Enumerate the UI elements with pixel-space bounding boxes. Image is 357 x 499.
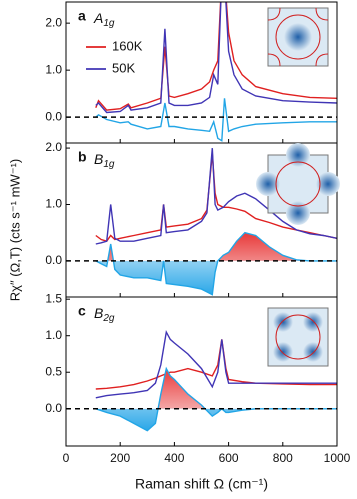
panel-title-main: B (94, 151, 103, 167)
panel-title: A1g (93, 10, 115, 29)
x-tick-label: 800 (273, 451, 293, 465)
panel-title-main: B (94, 305, 103, 321)
series-line (95, 148, 337, 245)
panel-title: B1g (94, 151, 115, 170)
series-line (95, 231, 337, 296)
legend-label: 50K (112, 60, 135, 75)
y-tick-label: 1.0 (45, 197, 62, 211)
y-tick-label: 1.0 (45, 62, 62, 76)
plot-area (95, 148, 337, 296)
y-tick-label: 0.0 (45, 253, 62, 267)
inset-b (256, 143, 340, 225)
legend-label: 160K (112, 38, 143, 53)
y-tick-label: 2.0 (45, 15, 62, 29)
x-tick-label: 1000 (324, 451, 351, 465)
y-axis-label: Rχ″ (Ω,T) (cts s⁻¹ mW⁻¹) (7, 159, 22, 301)
inset-c (267, 307, 329, 367)
x-tick-label: 200 (110, 451, 130, 465)
y-tick-label: 0.5 (45, 364, 62, 378)
area-fill-negative (95, 260, 337, 295)
panel-label: c (78, 303, 86, 319)
series-line (95, 2, 337, 114)
area-fill-negative (95, 408, 337, 431)
panel-title-sub: 2g (102, 313, 115, 324)
y-tick-label: 0.0 (45, 109, 62, 123)
panel-title-sub: 1g (103, 159, 115, 170)
panel-label: a (78, 8, 86, 24)
panel-title-sub: 1g (103, 18, 115, 29)
y-tick-label: 1.5 (45, 291, 62, 305)
x-axis-label: Raman shift Ω (cm⁻¹) (135, 476, 268, 492)
y-tick-label: 0.0 (45, 401, 62, 415)
panel-title-main: A (93, 10, 103, 26)
panel-label: b (78, 149, 87, 165)
area-fill-positive (95, 232, 337, 261)
plot-area (95, 2, 337, 142)
inset-a (267, 7, 329, 67)
y-tick-label: 2.0 (45, 140, 62, 154)
series-line (95, 2, 337, 111)
series-line (95, 329, 337, 399)
series-line (95, 98, 337, 142)
x-tick-label: 600 (219, 451, 239, 465)
plot-frame (65, 296, 338, 447)
panel-title: B2g (94, 305, 115, 324)
series-line (95, 339, 337, 390)
x-tick-label: 0 (63, 451, 70, 465)
y-tick-label: 1.0 (45, 328, 62, 342)
x-tick-label: 400 (164, 451, 184, 465)
